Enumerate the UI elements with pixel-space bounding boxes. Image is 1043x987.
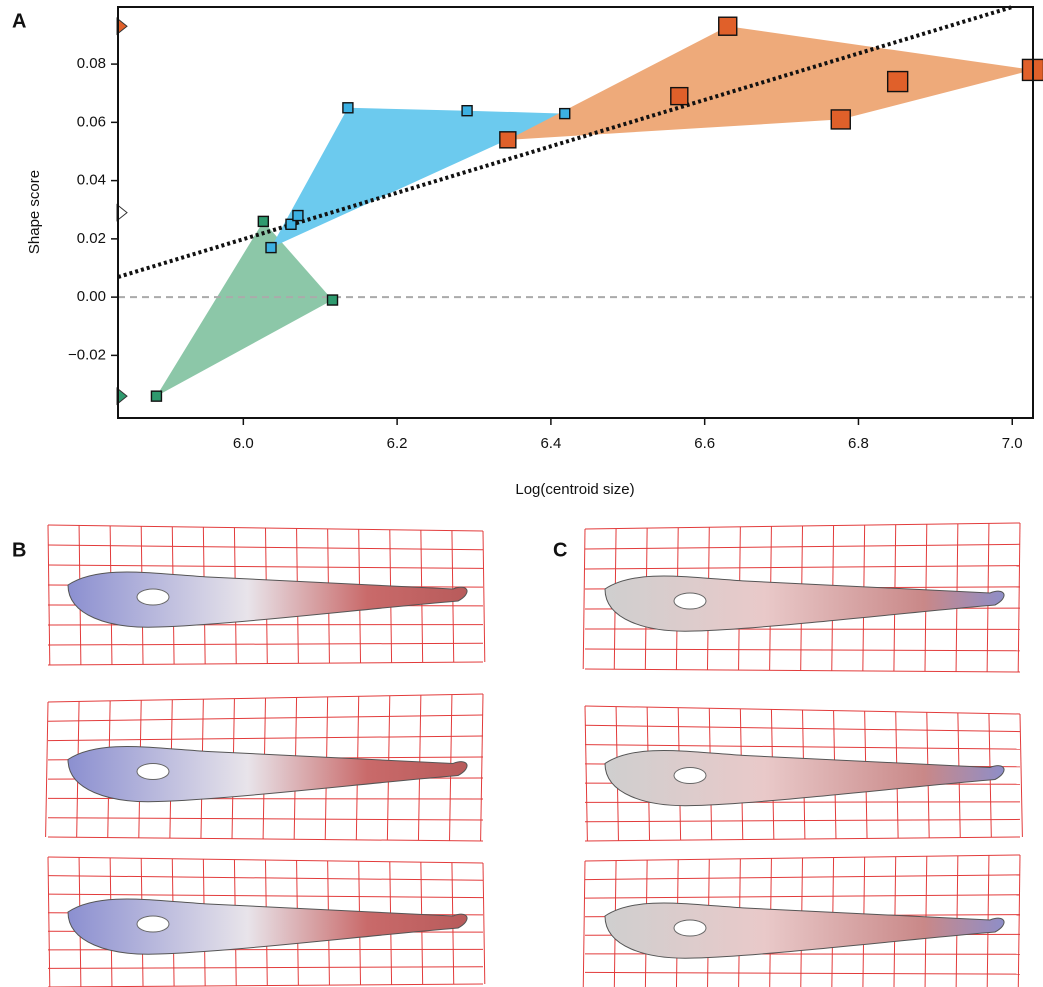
specimen-image [48,857,485,987]
point [258,216,268,226]
fenestra [674,768,706,784]
specimen-image [585,706,1022,841]
specimen-image [583,523,1020,672]
deformation-grid [1018,523,1020,672]
panel-label: C [553,539,567,561]
point [293,211,303,221]
deformation-grid [585,745,1020,750]
y-tick-label: 0.02 [77,230,106,247]
fenestra [137,916,169,932]
deformation-grid [583,861,585,987]
deformation-grid [48,837,483,841]
point [831,110,850,129]
y-tick-label: 0.00 [77,288,106,305]
point [462,106,472,116]
specimen-image [583,855,1020,987]
mandible [605,751,1004,806]
point [888,72,908,92]
mandible [68,747,467,802]
x-tick-label: 6.2 [387,435,408,452]
deformation-grid [48,736,483,741]
x-tick-label: 6.4 [540,435,561,452]
point [343,103,353,113]
y-tick-label: 0.08 [77,55,106,72]
deformation-grid [585,837,1020,841]
hull [508,26,1033,140]
x-tick-label: 6.6 [694,435,715,452]
hull [271,108,565,248]
deformation-grid [481,694,483,841]
hull [156,221,332,396]
deformation-grid [48,967,483,969]
fenestra [137,589,169,605]
specimen-image [48,525,485,665]
deformation-grid [483,863,485,984]
y-axis-label: Shape score [26,170,43,254]
deformation-grid [583,529,585,669]
y-tick-label: 0.04 [77,172,106,189]
deformation-grid [48,525,50,665]
panel-label: A [12,10,26,32]
mandible [605,903,1004,958]
fenestra [674,920,706,936]
trend-line [118,7,1012,277]
mandible [68,899,467,954]
point [328,295,338,305]
x-tick-label: 6.0 [233,435,254,452]
deformation-grid [585,669,1020,672]
specimen-image [46,694,483,841]
point [151,391,161,401]
panel-label: B [12,539,26,561]
x-axis-label: Log(centroid size) [515,481,634,498]
y-tick-label: −0.02 [68,346,106,363]
deformation-grid [585,819,1020,821]
fenestra [137,764,169,780]
figure: 6.0 6.2 6.4 6.6 6.8 7.0 −0.02 0.00 0.02 0.04 0.06 0… [0,0,1043,987]
x-tick-label: 7.0 [1002,435,1023,452]
mandible [68,572,467,627]
deformation-grid [483,531,485,662]
deformation-grid [48,643,483,645]
deformation-grid [585,972,1020,974]
deformation-grid [48,662,483,665]
fenestra [674,593,706,609]
mandible [605,576,1004,631]
point [671,88,688,105]
deformation-grid [46,702,48,837]
deformation-grid [585,649,1020,651]
x-tick-label: 6.8 [848,435,869,452]
point [500,132,516,148]
point [266,243,276,253]
deformation-grid [1020,714,1022,837]
deformation-grid [585,706,587,841]
y-tick-label: 0.06 [77,113,106,130]
point [719,17,737,35]
deformation-grid [48,857,50,987]
deformation-grid [48,818,483,820]
point [560,109,570,119]
